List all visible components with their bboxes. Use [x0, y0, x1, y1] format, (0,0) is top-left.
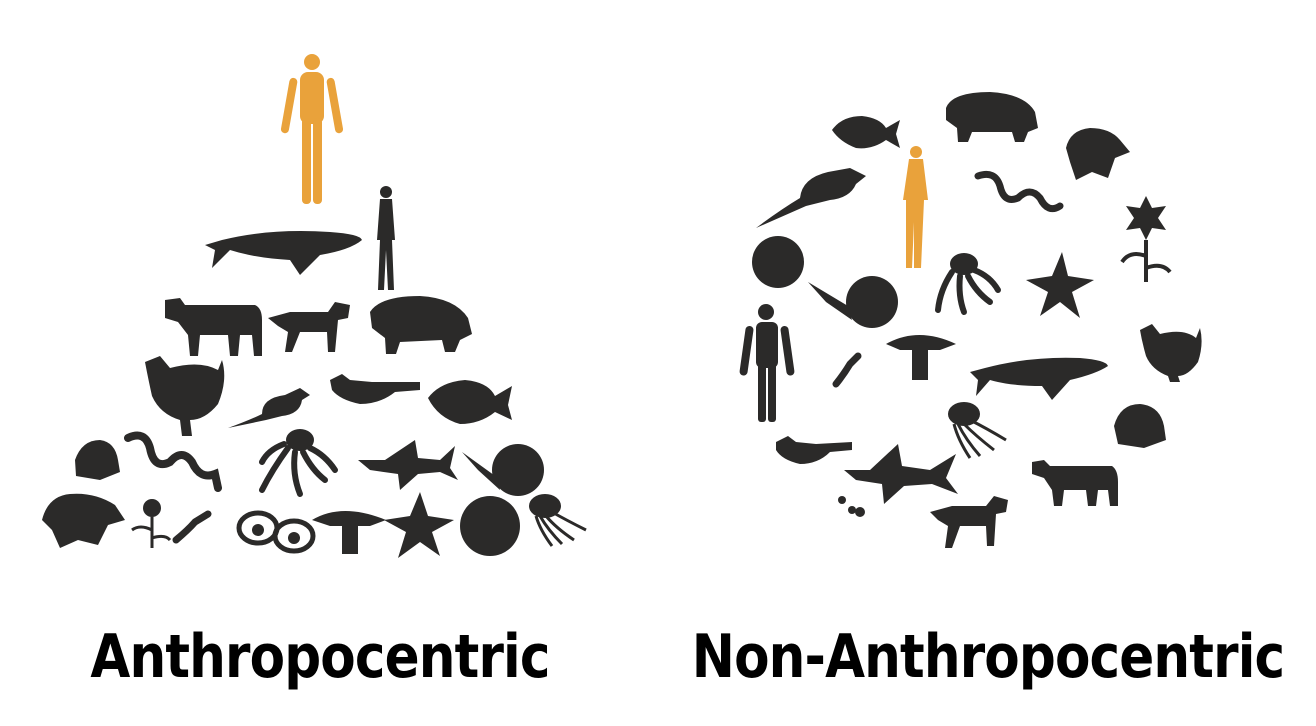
pig-icon [370, 296, 472, 354]
sphere-icon [752, 236, 804, 288]
jellyfish-icon [948, 402, 1007, 459]
woman-icon [377, 186, 395, 290]
eggs-icon [838, 496, 865, 517]
non-anthropocentric-panel: Non-Anthropocentric [660, 0, 1316, 726]
starfish-icon [384, 492, 454, 558]
whale-icon [970, 357, 1108, 400]
bird-icon [330, 374, 420, 404]
eggs-icon [236, 510, 316, 554]
dog-icon [268, 302, 350, 352]
worm-icon [172, 510, 212, 544]
mushroom-icon [886, 335, 956, 380]
octopus-icon [935, 253, 1001, 315]
circle-diagram [739, 92, 1202, 548]
dog-icon [930, 496, 1008, 548]
rat-icon [228, 388, 310, 428]
starfish-icon [1026, 252, 1094, 318]
jellyfish-icon [529, 494, 587, 547]
snail-icon [808, 276, 898, 328]
turtle-icon [1066, 128, 1130, 180]
anthropocentric-panel: Anthropocentric [0, 0, 640, 726]
octopus-icon [259, 429, 338, 497]
flower-icon [1120, 196, 1172, 282]
chicken-icon [1140, 324, 1202, 382]
snake-icon [124, 431, 222, 492]
fish-icon [832, 116, 900, 149]
chicken-icon [145, 356, 225, 436]
shark-icon [844, 444, 958, 504]
human-highlight-icon [903, 146, 928, 268]
pyramid-diagram [42, 54, 587, 558]
human-highlight-icon [280, 54, 344, 204]
frog-icon [75, 440, 120, 480]
frog-icon [1114, 404, 1166, 448]
flower-icon [131, 499, 172, 548]
bird-icon [776, 436, 852, 464]
worm-icon [832, 352, 862, 388]
cow-icon [165, 298, 262, 356]
turtle-icon [42, 493, 125, 548]
rat-icon [756, 168, 866, 228]
fish-icon [428, 380, 512, 424]
shark-icon [358, 440, 458, 490]
whale-icon [205, 231, 362, 275]
mushroom-icon [312, 511, 386, 554]
cow-icon [1032, 460, 1118, 506]
sphere-icon [460, 496, 520, 556]
man-icon [739, 304, 795, 422]
snail-icon [462, 444, 544, 496]
snake-icon [974, 170, 1064, 213]
right-caption: Non-Anthropocentric [691, 622, 1285, 692]
pig-icon [946, 92, 1038, 142]
left-caption: Anthropocentric [90, 622, 550, 692]
